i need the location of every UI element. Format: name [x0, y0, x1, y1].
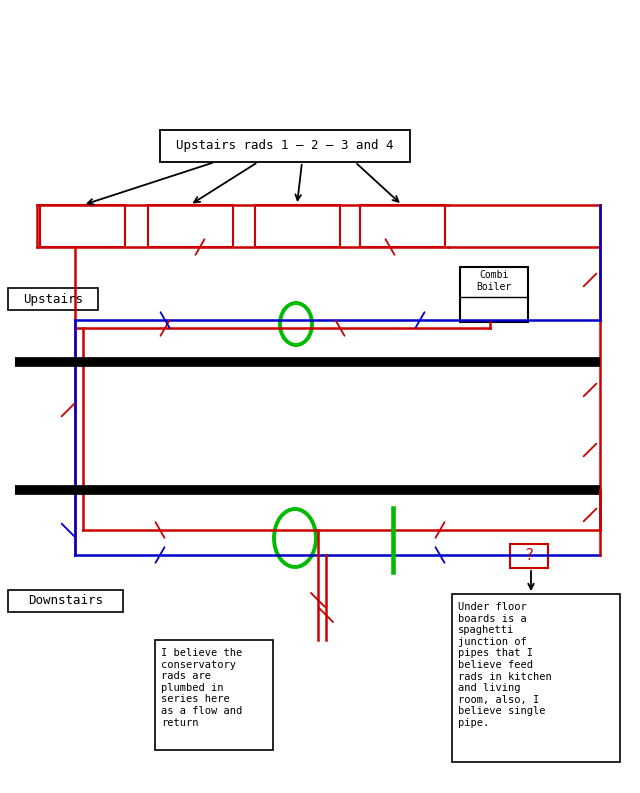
Bar [155, 640, 273, 750]
Bar [148, 205, 233, 247]
Text: Combi
Boiler: Combi Boiler [476, 270, 511, 292]
Text: Upstairs: Upstairs [23, 293, 83, 305]
Bar [40, 205, 125, 247]
Bar [510, 544, 548, 568]
Bar [8, 590, 123, 612]
Bar [255, 205, 340, 247]
Text: Under floor
boards is a
spaghetti
junction of
pipes that I
believe feed
rads in : Under floor boards is a spaghetti juncti… [458, 602, 552, 728]
Text: Downstairs: Downstairs [28, 595, 103, 607]
Bar [360, 205, 445, 247]
Bar [452, 594, 620, 762]
Text: I believe the
conservatory
rads are
plumbed in
series here
as a flow and
return: I believe the conservatory rads are plum… [161, 648, 243, 728]
Text: ?: ? [524, 549, 534, 564]
Text: Upstairs rads 1 – 2 – 3 and 4: Upstairs rads 1 – 2 – 3 and 4 [176, 140, 394, 152]
Bar [160, 130, 410, 162]
Bar [460, 267, 528, 322]
Bar [8, 288, 98, 310]
